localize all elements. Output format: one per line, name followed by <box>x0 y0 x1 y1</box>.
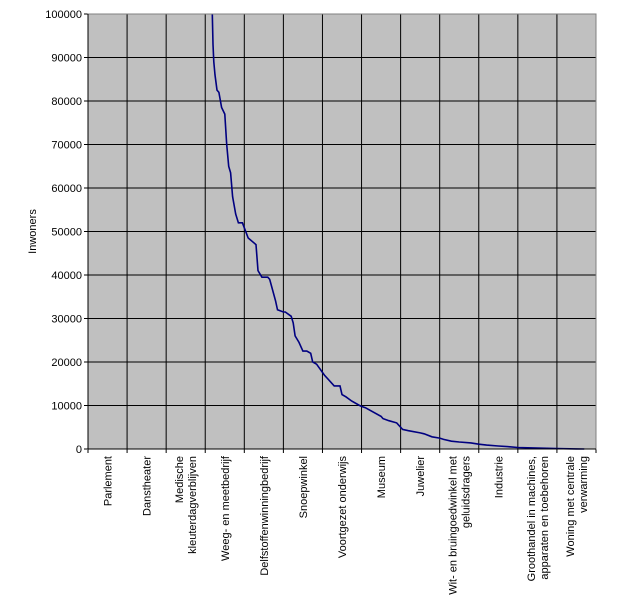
x-tick-label-line: Delfstoffenwinningbedrijf <box>259 455 271 576</box>
x-tick-label-line: Snoepwinkel <box>298 456 310 518</box>
x-tick-label: Delfstoffenwinningbedrijf <box>259 455 271 576</box>
x-tick-label-line: Woning met centrale <box>565 456 577 557</box>
x-tick-label: Medische kleuterdagverblijven <box>174 456 199 554</box>
x-tick-label: Museum <box>376 456 388 498</box>
x-tick-label: Juwelier <box>415 456 427 497</box>
x-tick-label: Weeg- en meetbedrijf <box>220 455 232 561</box>
vertical-gridlines <box>126 14 558 449</box>
x-tick-label: Wit- en bruingoedwinkel met geluidsdrager… <box>448 456 473 595</box>
x-axis-ticks: Parlement Danstheater Medische kleuterdagve… <box>87 449 597 595</box>
x-tick-label-line: Wit- en bruingoedwinkel met <box>448 456 460 595</box>
x-tick-label-line: Voortgezet onderwijs <box>337 456 349 559</box>
x-tick-label-line: apparaten en toebehoren <box>539 456 551 580</box>
y-tick-label: 10000 <box>51 401 82 413</box>
x-tick-label-line: Danstheater <box>142 456 154 516</box>
y-tick-label: 40000 <box>51 270 82 282</box>
x-tick-label: Industrie <box>493 456 505 498</box>
y-tick-label: 30000 <box>51 314 82 326</box>
y-axis-ticks: 0 10000 20000 30000 40000 50000 60000 70000 8000… <box>45 9 88 456</box>
x-tick-label-line: Museum <box>376 456 388 498</box>
x-tick-label: Danstheater <box>142 456 154 516</box>
x-tick-label-line: geluidsdragers <box>461 456 473 529</box>
x-tick-label: Snoepwinkel <box>298 456 310 518</box>
y-axis-label: Inwoners <box>27 209 39 254</box>
x-tick-label-line: Juwelier <box>415 456 427 497</box>
y-tick-label: 0 <box>76 444 82 456</box>
y-tick-label: 70000 <box>51 140 82 152</box>
x-tick-label-line: kleuterdagverblijven <box>187 456 199 554</box>
y-tick-label: 50000 <box>51 227 82 239</box>
series-line <box>211 13 585 450</box>
y-tick-label: 80000 <box>51 96 82 108</box>
x-tick-label-line: verwarming <box>578 456 590 513</box>
x-tick-label-line: Parlement <box>103 456 115 506</box>
x-tick-label-line: Medische <box>174 456 186 503</box>
x-tick-label-line: Groothandel in machines, <box>526 456 538 581</box>
x-tick-label: Voortgezet onderwijs <box>337 456 349 559</box>
x-tick-label: Groothandel in machines, apparaten en toe… <box>526 456 551 581</box>
y-tick-label: 100000 <box>45 9 82 21</box>
x-tick-label: Parlement <box>103 456 115 506</box>
x-tick-label-line: Weeg- en meetbedrijf <box>220 455 232 561</box>
y-tick-label: 60000 <box>51 183 82 195</box>
x-tick-label-line: Industrie <box>493 456 505 498</box>
y-tick-label: 20000 <box>51 357 82 369</box>
y-tick-label: 90000 <box>51 53 82 65</box>
x-tick-label: Woning met centrale verwarming <box>565 456 590 557</box>
